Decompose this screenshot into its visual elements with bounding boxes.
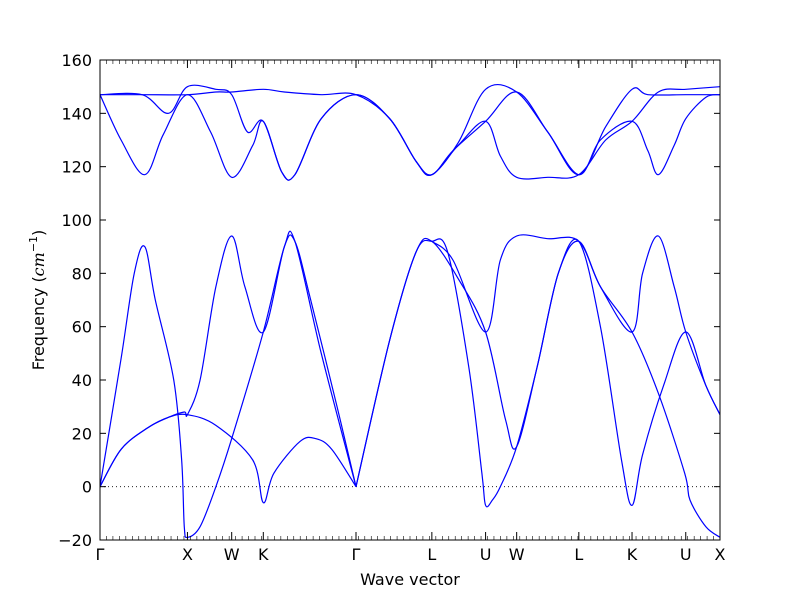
y-tick-label: 140 <box>61 104 92 123</box>
y-tick-label: 160 <box>61 51 92 70</box>
x-tick-label: K <box>627 545 638 564</box>
plot-area <box>100 83 720 539</box>
y-tick-label: 120 <box>61 158 92 177</box>
band-line-5 <box>355 238 720 508</box>
x-tick-label: X <box>715 545 726 564</box>
x-tick-label: Γ <box>352 545 361 564</box>
x-tick-label: L <box>427 545 436 564</box>
x-tick-label: W <box>224 545 240 564</box>
x-tick-label: U <box>480 545 492 564</box>
x-tick-label: W <box>509 545 525 564</box>
y-axis-title-unit: cm <box>29 252 48 276</box>
y-axis-title-exponent: −1 <box>27 236 40 252</box>
x-tick-label: K <box>258 545 269 564</box>
y-axis-title: Frequency (cm−1) <box>27 230 48 371</box>
x-tick-label: L <box>574 545 583 564</box>
band-line-6 <box>431 234 720 415</box>
y-tick-label: 100 <box>61 211 92 230</box>
y-tick-label: −20 <box>58 531 92 550</box>
band-line-9 <box>100 84 720 181</box>
band-line-2 <box>100 234 357 487</box>
y-axis-title-close: ) <box>29 230 48 236</box>
y-axis-title-text: Frequency ( <box>29 276 48 370</box>
x-tick-label: X <box>182 545 193 564</box>
x-tick-label: U <box>680 545 692 564</box>
y-tick-label: 40 <box>72 371 92 390</box>
y-tick-label: 20 <box>72 424 92 443</box>
x-tick-label: Γ <box>96 545 105 564</box>
x-axis-title: Wave vector <box>360 570 460 589</box>
y-tick-label: 80 <box>72 264 92 283</box>
y-tick-label: 60 <box>72 318 92 337</box>
y-tick-label: 0 <box>82 478 92 497</box>
